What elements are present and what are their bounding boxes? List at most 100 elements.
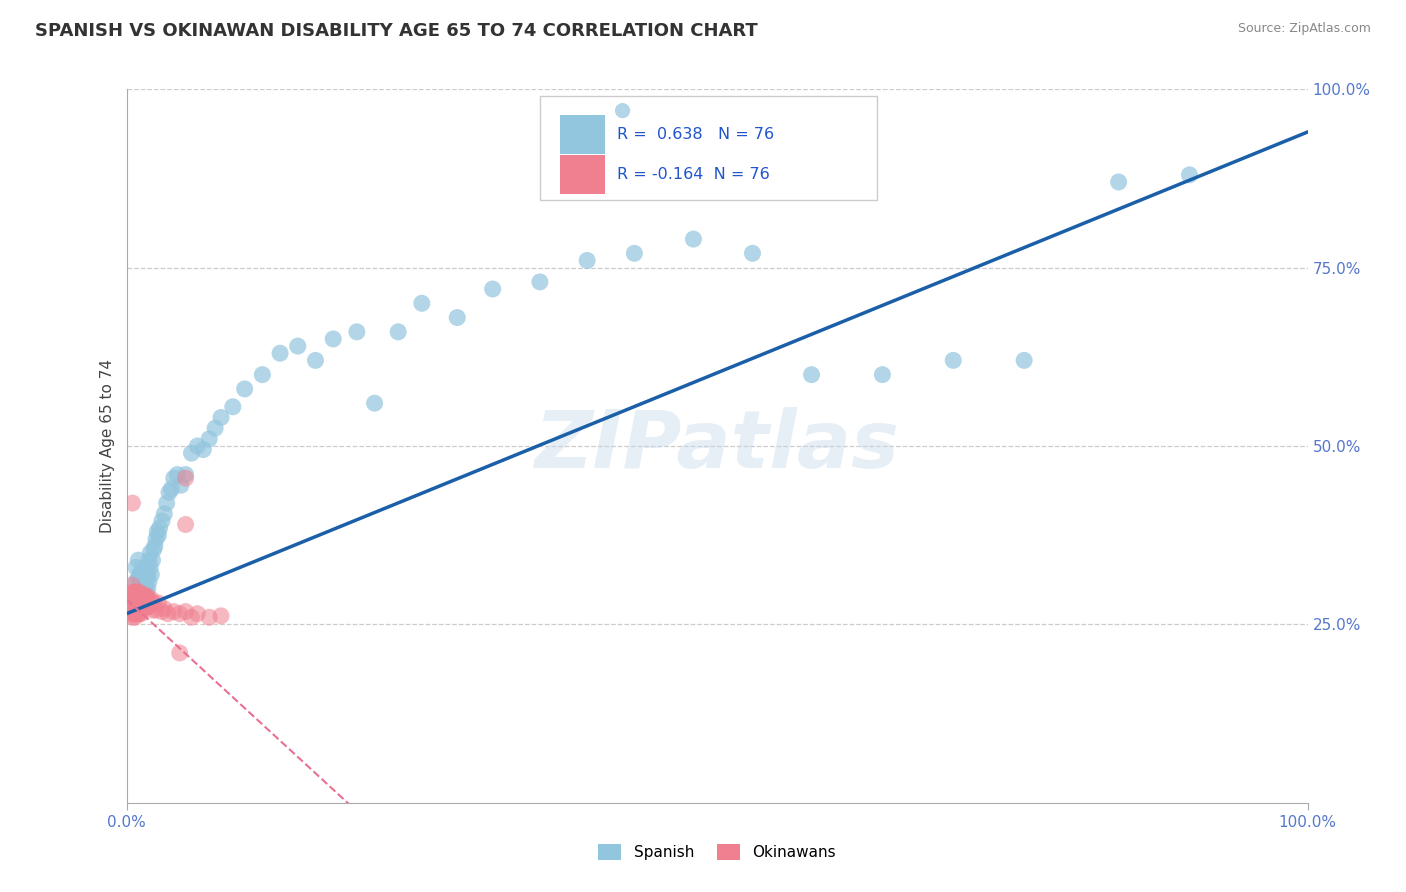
Point — [157, 485, 180, 500]
Point — [135, 599, 157, 614]
Text: SPANISH VS OKINAWAN DISABILITY AGE 65 TO 74 CORRELATION CHART: SPANISH VS OKINAWAN DISABILITY AGE 65 TO… — [35, 22, 758, 40]
Point — [125, 560, 148, 574]
Point — [209, 608, 232, 623]
Point — [131, 589, 153, 603]
Point — [186, 607, 208, 621]
Point — [529, 275, 551, 289]
Point — [138, 574, 160, 589]
Point — [153, 601, 176, 615]
Point — [872, 368, 894, 382]
Text: R = -0.164  N = 76: R = -0.164 N = 76 — [617, 168, 769, 182]
Point — [122, 592, 145, 607]
Point — [612, 103, 634, 118]
Point — [304, 353, 326, 368]
Point — [131, 592, 153, 607]
Point — [131, 599, 153, 614]
Point — [125, 574, 148, 589]
Point — [363, 396, 385, 410]
Point — [411, 296, 433, 310]
Point — [1108, 175, 1130, 189]
Point — [136, 567, 159, 582]
Point — [128, 582, 150, 596]
Point — [125, 592, 148, 607]
Point — [163, 605, 186, 619]
Point — [127, 599, 149, 614]
Point — [125, 607, 148, 621]
Point — [121, 607, 143, 621]
Point — [198, 610, 221, 624]
Point — [134, 589, 156, 603]
Point — [209, 410, 232, 425]
Y-axis label: Disability Age 65 to 74: Disability Age 65 to 74 — [100, 359, 115, 533]
Point — [387, 325, 409, 339]
Point — [141, 567, 163, 582]
Text: Source: ZipAtlas.com: Source: ZipAtlas.com — [1237, 22, 1371, 36]
Point — [128, 596, 150, 610]
Point — [132, 589, 155, 603]
Point — [150, 605, 173, 619]
Point — [346, 325, 368, 339]
Point — [132, 582, 155, 596]
Point — [174, 605, 197, 619]
Point — [135, 585, 157, 599]
Point — [128, 592, 150, 607]
Point — [121, 578, 143, 592]
Point — [142, 542, 165, 557]
Point — [322, 332, 344, 346]
Point — [139, 546, 162, 560]
Point — [121, 599, 143, 614]
Point — [252, 368, 274, 382]
Point — [134, 599, 156, 614]
Point — [134, 592, 156, 607]
Point — [134, 599, 156, 614]
Point — [127, 599, 149, 614]
Point — [132, 567, 155, 582]
Point — [124, 592, 146, 607]
Bar — [560, 114, 605, 153]
Point — [127, 596, 149, 610]
Point — [741, 246, 763, 260]
Point — [121, 610, 143, 624]
Point — [1178, 168, 1201, 182]
Bar — [560, 155, 605, 194]
Point — [156, 607, 179, 621]
Point — [287, 339, 309, 353]
Point — [125, 599, 148, 614]
Point — [170, 478, 193, 492]
Point — [1012, 353, 1035, 368]
Point — [121, 596, 143, 610]
Point — [128, 607, 150, 621]
Point — [141, 553, 163, 567]
Point — [148, 596, 170, 610]
Point — [186, 439, 208, 453]
Point — [174, 517, 197, 532]
Point — [481, 282, 503, 296]
Point — [142, 596, 165, 610]
Legend: Spanish, Okinawans: Spanish, Okinawans — [592, 838, 842, 866]
Point — [124, 610, 146, 624]
Point — [129, 599, 152, 614]
Point — [174, 471, 197, 485]
Point — [132, 599, 155, 614]
Point — [127, 596, 149, 610]
Point — [136, 582, 159, 596]
Point — [127, 571, 149, 585]
Point — [127, 592, 149, 607]
Point — [150, 514, 173, 528]
Point — [180, 446, 202, 460]
Point — [174, 467, 197, 482]
Point — [193, 442, 215, 457]
Point — [146, 524, 169, 539]
Point — [143, 539, 166, 553]
Point — [129, 592, 152, 607]
Point — [121, 496, 143, 510]
Point — [128, 567, 150, 582]
Point — [127, 607, 149, 621]
Point — [134, 578, 156, 592]
Point — [153, 507, 176, 521]
Text: ZIPatlas: ZIPatlas — [534, 407, 900, 485]
Point — [125, 596, 148, 610]
Point — [682, 232, 704, 246]
Point — [576, 253, 599, 268]
Point — [156, 496, 179, 510]
